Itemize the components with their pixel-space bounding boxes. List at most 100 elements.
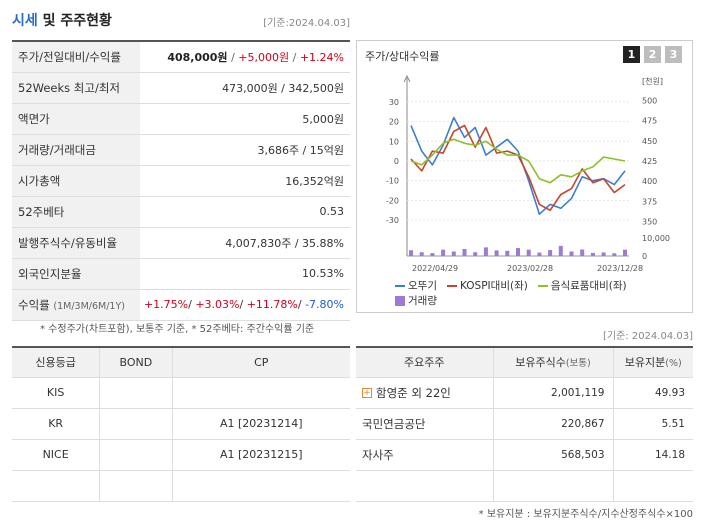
volume-bar (526, 249, 531, 256)
holder-name: 자사주 (356, 438, 494, 471)
holder-shares: 220,867 (492, 407, 614, 440)
shares-label: 발행주식수/유동비율 (12, 227, 140, 259)
credit-agency: KIS (12, 376, 101, 409)
volume-value: 3,686주 / 15억원 (140, 134, 350, 166)
price-label: 주가/전일대비/수익률 (12, 41, 140, 73)
left-tick-label: -10 (386, 177, 399, 186)
credit-bond (99, 438, 173, 471)
chart-legend: 오뚜기 KOSPI대비(좌) 음식료품대비(좌) 거래량 (395, 278, 685, 308)
volume-bar (494, 250, 499, 256)
volume-bar (580, 249, 585, 256)
series-line (410, 138, 626, 184)
table-row: 52주베타 0.53 (12, 196, 350, 228)
chart-page-2-button[interactable]: 2 (644, 46, 661, 63)
table-row: KR A1 [20231214] (12, 407, 350, 440)
expand-plus-icon[interactable]: + (362, 388, 372, 398)
column-header: 보유주식수(보통) (492, 346, 614, 378)
volume-bar (441, 249, 446, 256)
credit-cp (171, 469, 350, 502)
credit-cp: A1 [20231215] (171, 438, 350, 471)
mcap-value: 16,352억원 (140, 165, 350, 197)
credit-rating-table: 신용등급 BOND CP KIS KR A1 [20231214] NICE A… (12, 346, 350, 502)
table-row: 국민연금공단 220,867 5.51 (356, 407, 693, 440)
credit-agency (12, 469, 101, 502)
right-axis-unit: [천원] (642, 76, 663, 86)
right-tick-label: 375 (642, 197, 657, 206)
volume-tick-label: 10,000 (642, 234, 670, 243)
volume-bar (569, 251, 574, 256)
right-tick-label: 450 (642, 137, 657, 146)
volume-bar (548, 250, 553, 256)
legend-item: 음식료품대비(좌) (537, 278, 627, 293)
credit-cp (171, 376, 350, 409)
par-label: 액면가 (12, 103, 140, 135)
volume-bar (612, 253, 617, 256)
table-row: + 함영준 외 22인 2,001,119 49.93 (356, 376, 693, 409)
foreign-label: 외국인지분율 (12, 258, 140, 290)
left-tick-label: -30 (386, 216, 399, 225)
column-header: BOND (99, 346, 173, 378)
column-header: 주요주주 (356, 346, 494, 378)
legend-item: KOSPI대비(좌) (446, 278, 528, 293)
axis-arrow-icon (403, 74, 411, 83)
credit-bond (99, 407, 173, 440)
right-tick-label: 400 (642, 177, 657, 186)
holder-pct (612, 469, 693, 502)
chart-page-1-button[interactable]: 1 (623, 46, 640, 63)
left-tick-label: -20 (386, 196, 399, 205)
volume-bar (462, 248, 467, 256)
volume-bar (601, 252, 606, 256)
weeks52-value: 473,000원 / 342,500원 (140, 72, 350, 104)
credit-agency: KR (12, 407, 101, 440)
left-tick-label: 10 (389, 137, 399, 146)
left-tick-label: 30 (389, 98, 399, 107)
chart-pager: 1 2 3 (623, 46, 682, 63)
legend-item: 오뚜기 (395, 278, 437, 293)
credit-agency: NICE (12, 438, 101, 471)
right-tick-label: 500 (642, 96, 657, 105)
volume-bar (430, 253, 435, 256)
weeks52-label: 52Weeks 최고/최저 (12, 72, 140, 104)
quote-footnote: * 수정주가(차트포함), 보통주 기준, * 52주베타: 주간수익률 기준 (40, 324, 315, 335)
reference-date: [기준:2024.04.03] (263, 18, 350, 29)
return-value: +1.75%/ +3.03%/ +11.78%/ -7.80% (140, 289, 350, 321)
beta-value: 0.53 (140, 196, 350, 228)
right-tick-label: 350 (642, 218, 657, 227)
holder-name: 국민연금공단 (356, 407, 494, 440)
holder-shares: 2,001,119 (492, 376, 614, 409)
mcap-label: 시가총액 (12, 165, 140, 197)
price-chart: 30 20 10 0 -10 -20 -30 [천원] 500 475 450 425 400 375 35… (386, 74, 670, 273)
reference-date-secondary: [기준: 2024.04.03] (602, 331, 693, 342)
foreign-value: 10.53% (140, 258, 350, 290)
shares-value: 4,007,830주 / 35.88% (140, 227, 350, 259)
column-header: 신용등급 (12, 346, 101, 378)
right-tick-label: 475 (642, 117, 657, 126)
volume-bar (419, 252, 424, 256)
x-tick-label: 2023/02/28 (507, 264, 553, 273)
table-row: 자사주 568,503 14.18 (356, 438, 693, 471)
chart-page-3-button[interactable]: 3 (665, 46, 682, 63)
legend-item: 거래량 (395, 293, 437, 308)
volume-bar (473, 252, 478, 256)
chart-panel: 주가/상대수익률 1 2 3 30 20 10 0 -10 -20 -30 [천원] 500 47… (356, 40, 693, 313)
table-row: NICE A1 [20231215] (12, 438, 350, 471)
par-value: 5,000원 (140, 103, 350, 135)
table-row: 주가/전일대비/수익률 408,000원 / +5,000원 / +1.24% (12, 41, 350, 73)
x-tick-label: 2023/12/28 (597, 264, 643, 273)
volume-bar (483, 247, 488, 256)
section-title: 시세 및 주주현황 (12, 13, 112, 29)
holder-shares: 568,503 (492, 438, 614, 471)
table-row (12, 469, 350, 502)
volume-bar (451, 251, 456, 256)
volume-bar (409, 250, 413, 256)
table-row: 액면가 5,000원 (12, 103, 350, 135)
volume-label: 거래량/거래대금 (12, 134, 140, 166)
return-label: 수익률 (1M/3M/6M/1Y) (12, 289, 140, 321)
credit-bond (99, 469, 173, 502)
table-row: 발행주식수/유동비율 4,007,830주 / 35.88% (12, 227, 350, 259)
table-row: 시가총액 16,352억원 (12, 165, 350, 197)
table-row: 외국인지분율 10.53% (12, 258, 350, 290)
volume-bar (558, 245, 563, 256)
holder-pct: 5.51 (612, 407, 693, 440)
volume-bar (537, 252, 542, 256)
